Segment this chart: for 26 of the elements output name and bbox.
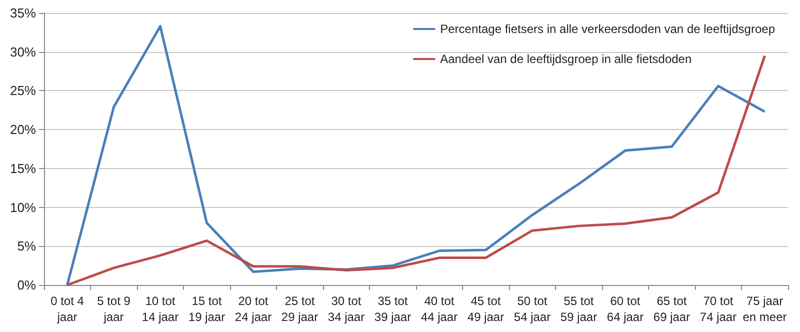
x-tick-label: 0 tot 4 jaar bbox=[50, 294, 84, 324]
x-tick-label: 45 tot 49 jaar bbox=[467, 294, 504, 324]
legend-label: Percentage fietsers in alle verkeersdoden van de leeftijdsgroep bbox=[440, 22, 776, 36]
x-tick-label: 35 tot 39 jaar bbox=[374, 294, 412, 324]
x-tick-label: 5 tot 9 jaar bbox=[97, 294, 131, 324]
x-tick-label: 30 tot 34 jaar bbox=[328, 294, 365, 324]
x-tick-label: 55 tot 59 jaar bbox=[560, 294, 598, 324]
x-tick-label: 75 jaar en meer bbox=[742, 294, 787, 324]
x-tick-label: 65 tot 69 jaar bbox=[653, 294, 690, 324]
x-tick-label: 40 tot 44 jaar bbox=[420, 294, 458, 324]
y-tick-label: 35% bbox=[10, 6, 36, 20]
x-tick-label: 20 tot 24 jaar bbox=[234, 294, 272, 324]
x-tick-label: 15 tot 19 jaar bbox=[188, 294, 226, 324]
y-tick-label: 30% bbox=[10, 44, 36, 60]
y-tick-label: 10% bbox=[10, 200, 36, 215]
x-tick-label: 10 tot 14 jaar bbox=[142, 294, 179, 324]
y-tick-label: 25% bbox=[10, 83, 36, 98]
y-tick-label: 20% bbox=[10, 122, 36, 138]
x-tick-label: 25 tot 29 jaar bbox=[281, 294, 318, 324]
y-tick-label: 5% bbox=[17, 238, 36, 254]
legend-label: Aandeel van de leeftijdsgroep in alle fietsdoden bbox=[440, 52, 692, 66]
y-tick-label: 0% bbox=[17, 278, 36, 292]
x-tick-label: 70 tot 74 jaar bbox=[700, 294, 737, 324]
x-tick-label: 50 tot 54 jaar bbox=[514, 294, 551, 324]
x-tick-label: 60 tot 64 jaar bbox=[606, 294, 644, 324]
y-tick-label: 15% bbox=[10, 160, 36, 176]
